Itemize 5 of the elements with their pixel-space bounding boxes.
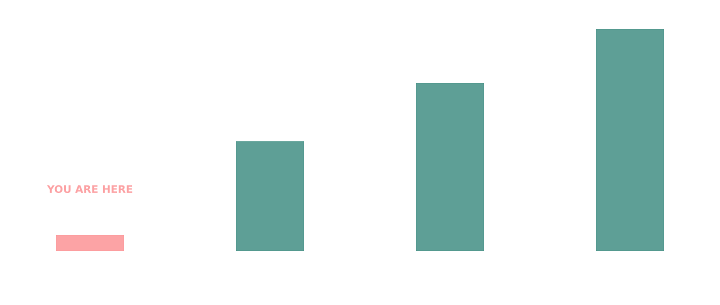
annotation: YOU ARE HERE <box>46 185 132 194</box>
bar <box>236 141 304 251</box>
bar <box>416 82 484 251</box>
bar <box>596 29 664 251</box>
bar <box>56 235 124 251</box>
